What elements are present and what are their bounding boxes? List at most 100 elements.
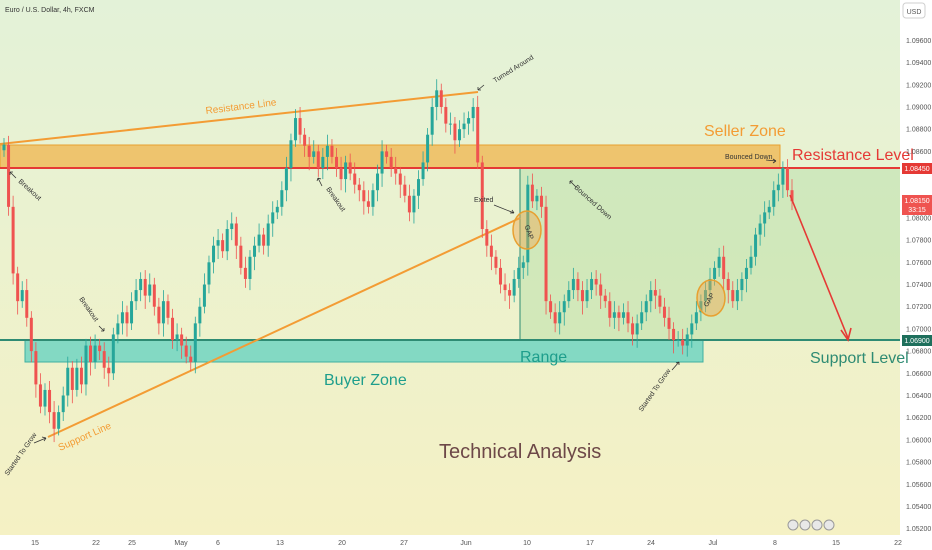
candle-body xyxy=(731,290,735,302)
candle-body xyxy=(79,367,83,385)
time-tick-label: 15 xyxy=(31,540,39,547)
candle-body xyxy=(234,223,238,246)
candle-body xyxy=(517,267,521,279)
flag-icon[interactable] xyxy=(823,519,835,531)
candle-body xyxy=(562,301,566,313)
candle-body xyxy=(362,190,366,202)
candle-body xyxy=(84,345,88,385)
technical-analysis-title: Technical Analysis xyxy=(439,441,601,463)
price-tick-label: 1.06200 xyxy=(906,415,931,422)
candle-body xyxy=(754,234,758,257)
candle-body xyxy=(571,278,575,291)
candle-body xyxy=(248,256,252,279)
price-tick-label: 1.08000 xyxy=(906,215,931,222)
candle-body xyxy=(253,245,257,257)
candle-body xyxy=(376,173,380,191)
flag-icon[interactable] xyxy=(787,519,799,531)
price-tick-label: 1.06600 xyxy=(906,371,931,378)
candle-body xyxy=(75,367,79,390)
candle-body xyxy=(512,278,516,296)
candle-body xyxy=(603,295,607,302)
candle-body xyxy=(772,190,776,207)
candle-body xyxy=(161,301,165,324)
candle-body xyxy=(530,184,534,202)
candle-body xyxy=(166,301,170,318)
candle-body xyxy=(389,156,393,168)
candle-body xyxy=(480,162,484,230)
forecast-arrow-line xyxy=(789,194,849,339)
candle-body xyxy=(148,284,152,296)
candle-body xyxy=(708,278,712,291)
candle-body xyxy=(116,323,120,335)
price-tick-label: 1.08600 xyxy=(906,149,931,156)
price-tick-label: 1.09200 xyxy=(906,82,931,89)
candle-body xyxy=(740,278,744,291)
range-label: Range xyxy=(520,349,567,366)
candle-body xyxy=(476,106,480,163)
candle-body xyxy=(134,290,138,302)
candle-body xyxy=(539,195,543,207)
candle-body xyxy=(421,162,425,180)
candle-body xyxy=(508,290,512,296)
time-tick-label: 22 xyxy=(92,540,100,547)
currency-button[interactable] xyxy=(902,2,926,19)
countdown-text: 33:15 xyxy=(908,207,926,214)
time-axis-background xyxy=(0,535,900,550)
price-tick-label: 1.05800 xyxy=(906,460,931,467)
candle-body xyxy=(353,173,357,185)
candle-body xyxy=(316,151,320,168)
support-price-tag-text: 1.06900 xyxy=(904,338,929,345)
candle-body xyxy=(416,179,420,196)
candle-body xyxy=(594,278,598,285)
time-tick-label: 6 xyxy=(216,540,220,547)
candle-body xyxy=(549,301,553,313)
seller-zone-label: Seller Zone xyxy=(704,123,786,140)
candle-body xyxy=(2,144,6,151)
support-price-tag xyxy=(902,335,932,346)
price-tick-label: 1.07000 xyxy=(906,326,931,333)
annotation-arrows xyxy=(9,84,777,444)
price-axis[interactable]: 1.09600 1.09400 1.09200 1.09000 1.08800 1.086… xyxy=(906,38,931,533)
flag-icon[interactable] xyxy=(811,519,823,531)
price-tick-label: 1.08800 xyxy=(906,127,931,134)
flag-icon[interactable] xyxy=(799,519,811,531)
candle-body xyxy=(7,144,11,207)
candle-body xyxy=(521,262,525,268)
candle-body xyxy=(130,301,134,324)
price-tick-label: 1.07200 xyxy=(906,304,931,311)
support-level-label: Support Level xyxy=(810,350,909,367)
candle-body xyxy=(694,312,698,324)
candle-body xyxy=(29,317,33,352)
candle-body xyxy=(703,290,707,302)
time-tick-label: May xyxy=(174,540,188,547)
current-price-tag-text: 1.08150 xyxy=(904,198,929,205)
candle-body xyxy=(640,312,644,324)
candle-body xyxy=(111,334,115,374)
price-tick-label: 1.07800 xyxy=(906,238,931,245)
candle-body xyxy=(48,389,52,413)
time-tick-label: 22 xyxy=(894,540,902,547)
candle-body xyxy=(722,256,726,279)
gap-label-1: GAP xyxy=(523,224,535,241)
candle-body xyxy=(790,190,794,202)
candle-body xyxy=(189,356,193,363)
candle-body xyxy=(66,367,70,396)
candle-body xyxy=(344,162,348,180)
time-tick-label: 24 xyxy=(647,540,655,547)
price-tick-label: 1.09600 xyxy=(906,38,931,45)
candle-body xyxy=(280,190,284,207)
time-axis[interactable]: 15 22 25 May 6 13 20 27 Jun 10 17 24 Jul 8 15 22 xyxy=(31,540,902,547)
resistance-price-tag xyxy=(902,163,932,174)
candle-body xyxy=(585,290,589,302)
candle-body xyxy=(398,173,402,185)
candle-body xyxy=(430,106,434,135)
price-tick-label: 1.05200 xyxy=(906,526,931,533)
event-flags[interactable] xyxy=(787,519,835,531)
current-price-tag xyxy=(902,195,932,215)
buyer-zone xyxy=(24,339,704,363)
time-tick-label: Jul xyxy=(709,540,718,547)
candle-body xyxy=(157,306,161,324)
candle-body xyxy=(494,256,498,268)
